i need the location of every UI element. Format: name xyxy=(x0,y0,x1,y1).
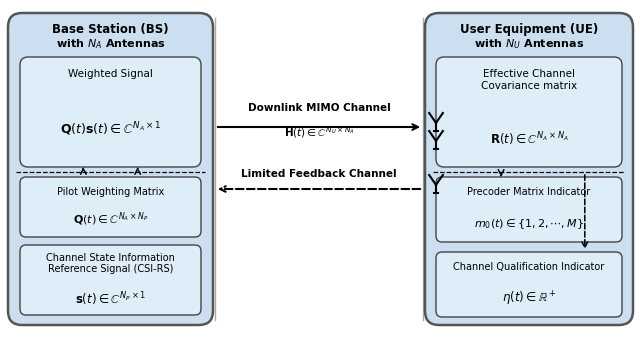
Text: Precoder Matrix Indicator: Precoder Matrix Indicator xyxy=(467,187,591,197)
Text: $\eta(t) \in \mathbb{R}^+$: $\eta(t) \in \mathbb{R}^+$ xyxy=(502,290,556,308)
Text: Effective Channel: Effective Channel xyxy=(483,69,575,79)
Text: Base Station (BS): Base Station (BS) xyxy=(52,23,169,36)
Text: $\mathbf{H}(t) \in \mathbb{C}^{N_U\times N_A}$: $\mathbf{H}(t) \in \mathbb{C}^{N_U\times… xyxy=(284,125,355,140)
FancyBboxPatch shape xyxy=(436,177,622,242)
FancyBboxPatch shape xyxy=(20,57,201,167)
Text: Channel Qualification Indicator: Channel Qualification Indicator xyxy=(453,262,605,272)
FancyBboxPatch shape xyxy=(8,13,213,325)
Text: Limited Feedback Channel: Limited Feedback Channel xyxy=(241,169,397,179)
Text: User Equipment (UE): User Equipment (UE) xyxy=(460,23,598,36)
FancyBboxPatch shape xyxy=(436,57,622,167)
Text: $\mathbf{s}(t) \in \mathbb{C}^{N_P\times 1}$: $\mathbf{s}(t) \in \mathbb{C}^{N_P\times… xyxy=(75,290,146,308)
Text: Channel State Information: Channel State Information xyxy=(46,253,175,263)
Text: Pilot Weighting Matrix: Pilot Weighting Matrix xyxy=(57,187,164,197)
Text: with $\mathit{N}_{U}$ Antennas: with $\mathit{N}_{U}$ Antennas xyxy=(474,37,584,51)
FancyBboxPatch shape xyxy=(20,245,201,315)
FancyBboxPatch shape xyxy=(436,252,622,317)
Text: $\mathbf{R}(t) \in \mathbb{C}^{N_A\times N_A}$: $\mathbf{R}(t) \in \mathbb{C}^{N_A\times… xyxy=(490,130,568,148)
Text: Downlink MIMO Channel: Downlink MIMO Channel xyxy=(248,103,390,113)
Text: Weighted Signal: Weighted Signal xyxy=(68,69,153,79)
FancyBboxPatch shape xyxy=(425,13,633,325)
Text: with $\mathit{N}_A$ Antennas: with $\mathit{N}_A$ Antennas xyxy=(56,37,166,51)
Text: Reference Signal (CSI-RS): Reference Signal (CSI-RS) xyxy=(48,264,173,274)
FancyBboxPatch shape xyxy=(20,177,201,237)
Text: $\mathbf{Q}(t)\mathbf{s}(t) \in \mathbb{C}^{N_A\times 1}$: $\mathbf{Q}(t)\mathbf{s}(t) \in \mathbb{… xyxy=(60,120,161,138)
Text: $\mathbf{Q}(t) \in \mathbb{C}^{N_A\times N_P}$: $\mathbf{Q}(t) \in \mathbb{C}^{N_A\times… xyxy=(73,210,148,228)
Text: Covariance matrix: Covariance matrix xyxy=(481,81,577,91)
Text: $m_0(t) \in \{1,2,\cdots,M\}$: $m_0(t) \in \{1,2,\cdots,M\}$ xyxy=(474,217,584,231)
